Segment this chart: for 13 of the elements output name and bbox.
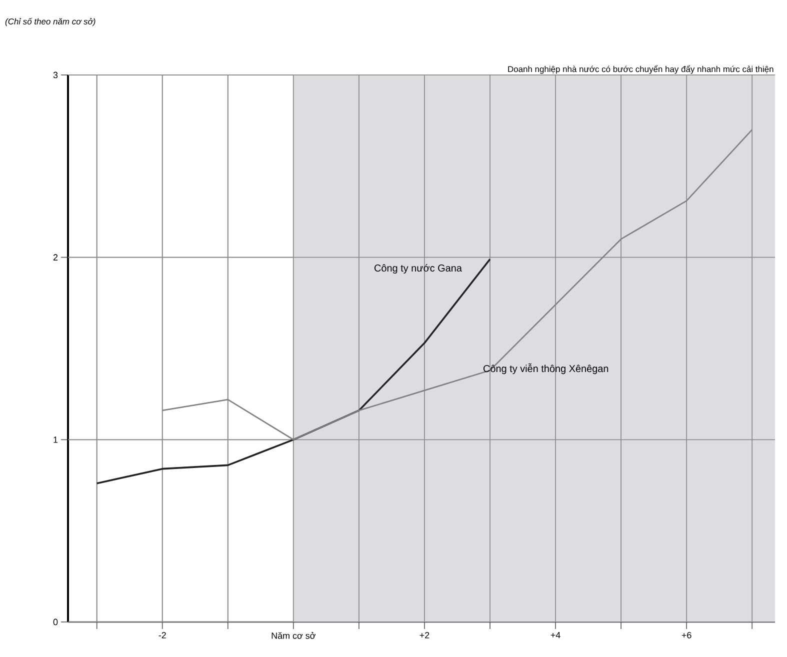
x-tick-label: -2: [158, 632, 166, 638]
series-label: Công ty nước Gana: [374, 264, 462, 274]
y-tick-label: 1: [54, 436, 58, 443]
x-tick-label: +6: [682, 632, 692, 638]
band-label: Doanh nghiệp nhà nước có bước chuyển hay đẩy nhanh mức cải thiện: [508, 65, 774, 74]
y-tick-label: 3: [53, 72, 58, 78]
series-label: Công ty viễn thông Xênêgan: [484, 363, 608, 374]
x-tick-label: +2: [420, 632, 430, 638]
y-tick-label: 2: [53, 254, 58, 260]
x-tick-label: +4: [550, 632, 560, 638]
y-tick-label: 0: [53, 618, 58, 626]
x-tick-label: Năm cơ sở: [272, 632, 316, 639]
text: (Chỉ số theo năm cơ sở): [5, 18, 96, 26]
